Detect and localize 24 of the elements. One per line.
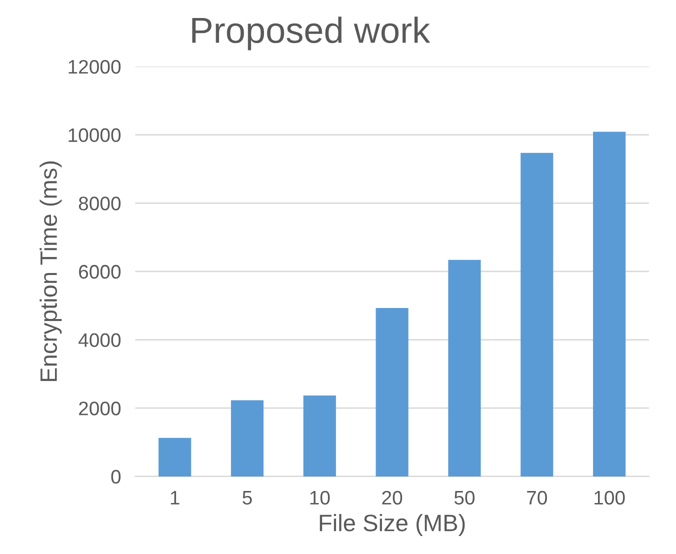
y-tick-label: 4000 <box>78 333 121 348</box>
x-axis-title: File Size (MB) <box>320 514 465 536</box>
x-tick-label: 5 <box>242 491 252 505</box>
x-tick-label: 100 <box>594 490 625 505</box>
x-tick-label: 10 <box>310 490 330 505</box>
bar <box>593 132 626 476</box>
x-tick-label: 70 <box>527 490 547 505</box>
x-tick-label: 20 <box>382 490 402 505</box>
y-tick-label: 0 <box>111 470 121 484</box>
y-tick-label: 2000 <box>79 402 121 416</box>
bar <box>376 308 408 476</box>
y-tick-label: 6000 <box>79 264 121 279</box>
y-axis-title: Encryption Time (ms) <box>40 161 62 382</box>
bar <box>230 400 264 476</box>
bar <box>520 152 554 476</box>
y-tick-label: 12000 <box>68 60 121 74</box>
chart-title: Proposed work <box>192 16 430 50</box>
bar <box>303 395 336 476</box>
x-tick-label: 50 <box>454 490 475 505</box>
bar <box>448 260 481 476</box>
bar <box>158 438 192 476</box>
y-tick-label: 10000 <box>68 128 121 142</box>
x-tick-label: 1 <box>170 491 180 504</box>
y-tick-label: 8000 <box>78 196 121 210</box>
